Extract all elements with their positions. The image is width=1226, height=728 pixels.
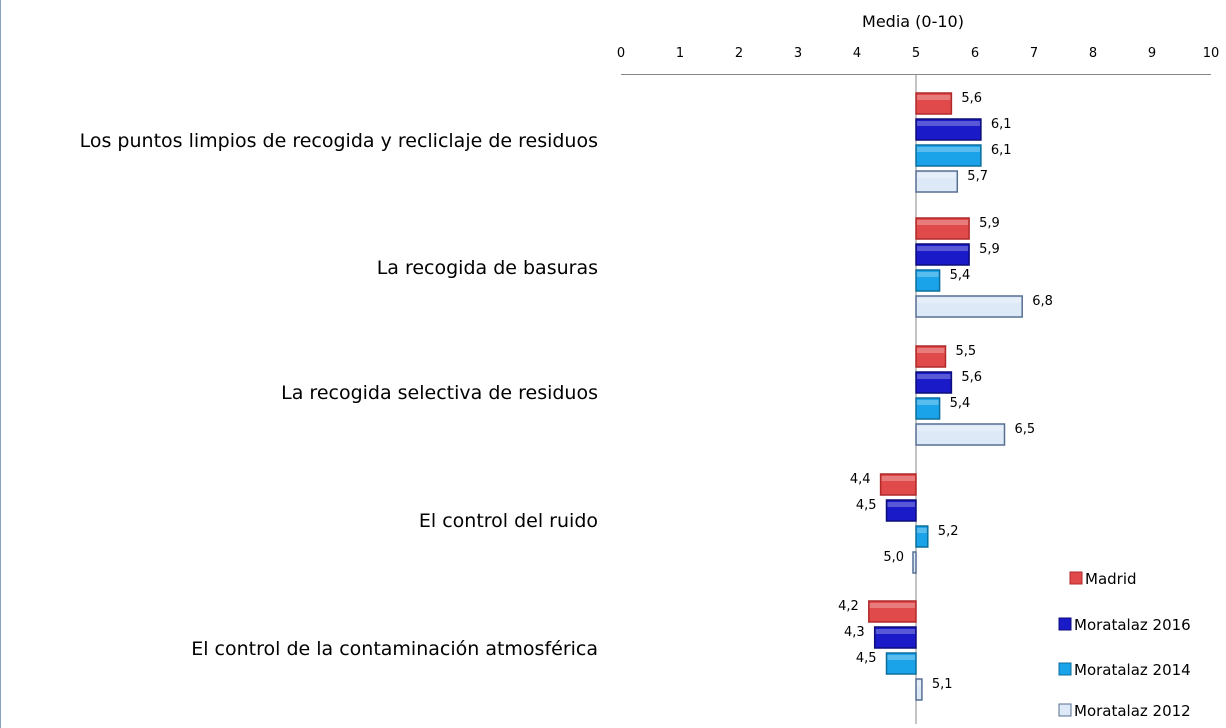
bar-highlight xyxy=(887,502,915,507)
value-label: 6,1 xyxy=(991,117,1012,132)
value-label: 4,2 xyxy=(838,599,859,614)
legend-swatch xyxy=(1058,703,1072,717)
bar-highlight xyxy=(917,147,980,152)
bar xyxy=(915,397,941,420)
value-label: 5,9 xyxy=(979,216,1000,231)
bar xyxy=(885,652,917,675)
value-label: 5,1 xyxy=(932,677,953,692)
x-tick-label: 4 xyxy=(853,46,861,61)
x-tick-label: 10 xyxy=(1203,46,1220,61)
bar-highlight xyxy=(917,374,951,379)
bar xyxy=(915,92,953,115)
bar xyxy=(915,525,929,548)
bar-highlight xyxy=(917,121,980,126)
category-labels: Los puntos limpios de recogida y reclicl… xyxy=(80,130,598,660)
x-tick-label: 8 xyxy=(1089,46,1097,61)
bar-highlight xyxy=(917,220,969,225)
bar xyxy=(915,678,923,701)
x-axis-title: Media (0-10) xyxy=(862,12,964,31)
value-label: 5,6 xyxy=(961,370,982,385)
value-label: 6,8 xyxy=(1032,294,1053,309)
bar-highlight xyxy=(917,681,921,686)
bar-highlight xyxy=(914,554,915,559)
bar-highlight xyxy=(917,426,1004,431)
bar-highlight xyxy=(917,528,927,533)
bar-highlight xyxy=(869,603,915,608)
bar xyxy=(915,371,953,394)
value-label: 6,5 xyxy=(1015,422,1036,437)
value-label: 5,5 xyxy=(956,344,977,359)
bar xyxy=(915,144,982,167)
bar-highlight xyxy=(875,629,915,634)
value-label: 5,4 xyxy=(950,396,971,411)
value-label: 4,5 xyxy=(856,498,877,513)
x-tick-label: 9 xyxy=(1148,46,1156,61)
value-label: 5,7 xyxy=(967,169,988,184)
legend-label: Moratalaz 2014 xyxy=(1074,661,1191,679)
x-tick-label: 6 xyxy=(971,46,979,61)
bar-highlight xyxy=(917,400,939,405)
bar xyxy=(868,600,917,623)
category-label: Los puntos limpios de recogida y reclicl… xyxy=(80,130,598,152)
bar xyxy=(915,217,970,240)
bar-highlight xyxy=(917,272,939,277)
x-tick-label: 2 xyxy=(735,46,743,61)
legend-swatch xyxy=(1058,617,1072,631)
value-label: 5,4 xyxy=(950,268,971,283)
bar xyxy=(873,626,917,649)
category-label: El control de la contaminación atmosféri… xyxy=(191,638,598,660)
bar-highlight xyxy=(917,173,957,178)
bar xyxy=(885,499,917,522)
bar-highlight xyxy=(881,476,915,481)
value-label: 4,3 xyxy=(844,625,865,640)
bar-highlight xyxy=(917,95,951,100)
value-labels: 5,6 5,9 5,5 4,4 4,2 6,1 5,9 5,6 4,5 4,3 6,1 5,4 5,4 5… xyxy=(838,91,1053,692)
x-tick-label: 0 xyxy=(617,46,625,61)
value-label: 5,2 xyxy=(938,524,959,539)
bar xyxy=(912,551,917,574)
legend: Madrid Moratalaz 2016 Moratalaz 2014 Morata… xyxy=(1058,570,1191,720)
legend-label: Moratalaz 2012 xyxy=(1074,702,1191,720)
bar-highlight xyxy=(917,298,1022,303)
x-axis-ticks: 0 1 2 3 4 5 6 7 8 9 10 xyxy=(617,46,1219,61)
value-label: 5,0 xyxy=(883,550,904,565)
bar xyxy=(879,473,917,496)
value-label: 5,9 xyxy=(979,242,1000,257)
category-label: La recogida selectiva de residuos xyxy=(281,382,598,404)
legend-label: Moratalaz 2016 xyxy=(1074,616,1191,634)
bar xyxy=(915,295,1023,318)
legend-swatch xyxy=(1069,571,1083,585)
bar xyxy=(915,423,1006,446)
bar-highlight xyxy=(917,246,969,251)
value-label: 4,4 xyxy=(850,472,871,487)
bar xyxy=(915,118,982,141)
legend-label: Madrid xyxy=(1085,570,1137,588)
x-tick-label: 1 xyxy=(676,46,684,61)
value-label: 6,1 xyxy=(991,143,1012,158)
bar xyxy=(915,345,947,368)
bar-highlight xyxy=(917,348,945,353)
x-tick-label: 5 xyxy=(912,46,920,61)
bar xyxy=(915,243,970,266)
legend-swatch xyxy=(1058,662,1072,676)
bar-highlight xyxy=(887,655,915,660)
bar xyxy=(915,269,941,292)
value-label: 5,6 xyxy=(961,91,982,106)
bar xyxy=(915,170,959,193)
value-label: 4,5 xyxy=(856,651,877,666)
category-label: La recogida de basuras xyxy=(377,257,598,279)
x-tick-label: 7 xyxy=(1030,46,1038,61)
x-tick-label: 3 xyxy=(794,46,802,61)
bars xyxy=(868,92,1023,701)
category-label: El control del ruido xyxy=(419,510,598,532)
